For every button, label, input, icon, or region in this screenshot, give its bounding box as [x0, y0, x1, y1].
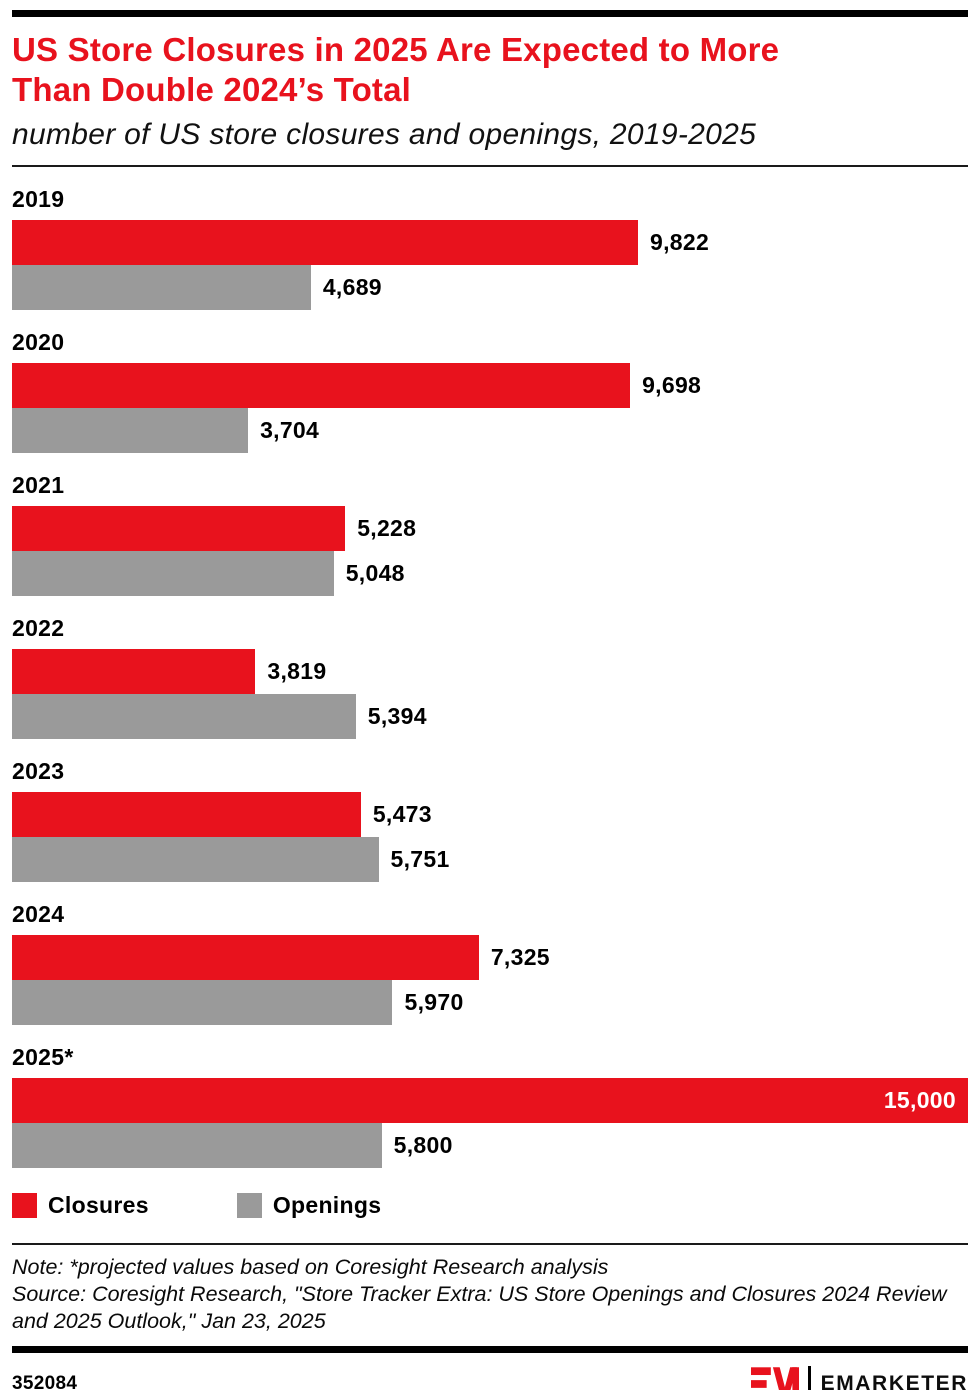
emarketer-logo: EMARKETER	[751, 1365, 968, 1390]
closures-value-label: 7,325	[490, 943, 550, 970]
openings-bar	[12, 693, 356, 739]
closures-value-label: 15,000	[883, 1086, 956, 1113]
openings-bar	[12, 407, 249, 453]
openings-bar-row: 5,048	[12, 550, 968, 596]
closures-bar-row: 9,822	[12, 219, 968, 265]
notes-block: Note: *projected values based on Coresig…	[12, 1254, 968, 1335]
notes-divider-rule	[12, 1242, 968, 1245]
legend-item-closures: Closures	[12, 1192, 149, 1219]
closures-bar-row: 3,819	[12, 648, 968, 694]
closures-bar-row: 9,698	[12, 362, 968, 408]
year-group: 2023 5,473 5,751	[12, 758, 968, 882]
year-group: 2025* 15,000 5,800	[12, 1044, 968, 1168]
closures-value-label: 3,819	[267, 657, 327, 684]
closures-bar-row: 15,000	[12, 1077, 968, 1123]
year-label: 2022	[12, 614, 65, 641]
closures-bar	[12, 934, 479, 980]
openings-bar-row: 5,394	[12, 693, 968, 739]
openings-bar	[12, 550, 334, 596]
closures-bar	[12, 648, 256, 694]
openings-bar	[12, 1122, 382, 1168]
legend-item-openings: Openings	[236, 1191, 382, 1219]
openings-bar	[12, 979, 393, 1025]
year-label: 2019	[12, 185, 65, 212]
brand-name: EMARKETER	[820, 1371, 968, 1390]
footer: 352084 EMARKETER	[12, 1365, 968, 1390]
chart-id: 352084	[12, 1372, 78, 1390]
closures-bar: 15,000	[12, 1077, 968, 1123]
closures-bar-row: 5,473	[12, 791, 968, 837]
openings-swatch-icon	[236, 1192, 262, 1218]
closures-bar	[12, 362, 631, 408]
chart-title: US Store Closures in 2025 Are Expected t…	[12, 30, 968, 111]
closures-value-label: 5,473	[372, 800, 432, 827]
openings-bar-row: 3,704	[12, 407, 968, 453]
chart-title-line1: US Store Closures in 2025 Are Expected t…	[12, 31, 780, 68]
openings-value-label: 5,751	[390, 845, 450, 872]
year-group: 2020 9,698 3,704	[12, 329, 968, 453]
closures-bar-row: 7,325	[12, 934, 968, 980]
openings-bar-row: 5,751	[12, 836, 968, 882]
chart-subtitle: number of US store closures and openings…	[12, 117, 757, 151]
closures-value-label: 9,822	[649, 228, 710, 255]
openings-bar	[12, 836, 379, 882]
closures-bar	[12, 505, 346, 551]
openings-value-label: 4,689	[322, 273, 382, 300]
note-text: Note: *projected values based on Coresig…	[12, 1254, 609, 1279]
closures-bar	[12, 219, 638, 265]
legend-label-closures: Closures	[48, 1191, 149, 1218]
bottom-border-rule	[12, 1345, 968, 1353]
emarketer-monogram-icon	[751, 1367, 800, 1390]
chart-title-line2: Than Double 2024’s Total	[12, 71, 412, 109]
year-group: 2019 9,822 4,689	[12, 186, 968, 310]
year-label: 2020	[12, 328, 65, 355]
openings-value-label: 5,970	[404, 988, 464, 1015]
openings-bar	[12, 264, 311, 310]
year-group: 2024 7,325 5,970	[12, 901, 968, 1025]
openings-bar-row: 5,970	[12, 979, 968, 1025]
year-label: 2024	[12, 900, 65, 927]
chart: 2019 9,822 4,689 2020 9,698 3,704 2021	[12, 186, 968, 1168]
openings-value-label: 5,800	[393, 1131, 453, 1158]
openings-value-label: 5,394	[367, 702, 427, 729]
source-text: Source: Coresight Research, "Store Track…	[12, 1281, 947, 1333]
top-border-rule	[12, 10, 968, 17]
year-label: 2023	[12, 757, 65, 784]
closures-value-label: 9,698	[642, 371, 702, 398]
year-group: 2021 5,228 5,048	[12, 472, 968, 596]
openings-bar-row: 5,800	[12, 1122, 968, 1168]
header-divider-rule	[12, 164, 968, 167]
year-group: 2022 3,819 5,394	[12, 615, 968, 739]
closures-bar-row: 5,228	[12, 505, 968, 551]
chart-legend: Closures Openings	[12, 1192, 968, 1219]
closures-swatch-icon	[12, 1192, 37, 1218]
openings-value-label: 3,704	[260, 416, 320, 443]
year-label: 2025*	[12, 1043, 74, 1070]
closures-bar	[12, 791, 361, 837]
year-label: 2021	[12, 471, 65, 498]
closures-value-label: 5,228	[357, 514, 417, 541]
openings-value-label: 5,048	[345, 559, 405, 586]
legend-label-openings: Openings	[272, 1191, 382, 1218]
logo-divider	[808, 1365, 811, 1390]
openings-bar-row: 4,689	[12, 264, 968, 310]
